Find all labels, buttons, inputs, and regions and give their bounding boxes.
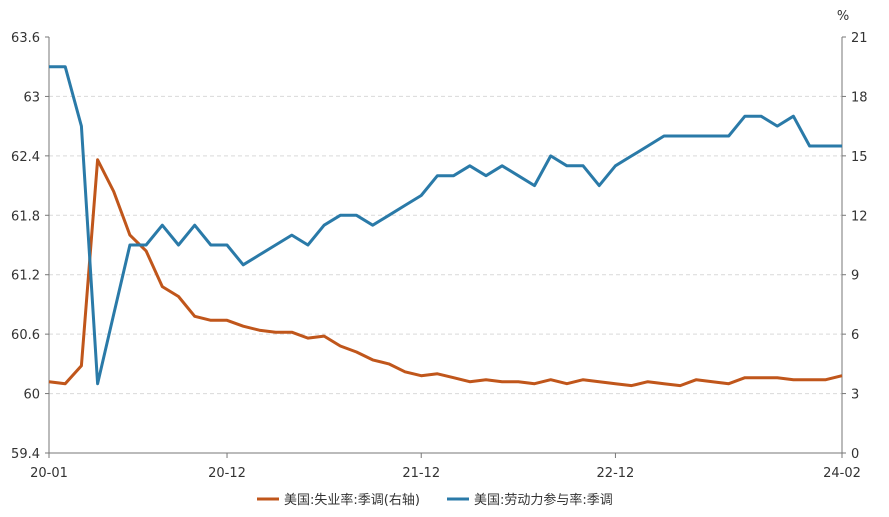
left-y-axis: 63.6 63 62.4 61.8 61.2 60.6 60 59.4 (11, 31, 49, 462)
right-axis-unit: % (837, 9, 849, 24)
left-tick-label: 63.6 (11, 31, 40, 46)
right-y-axis: 21 18 15 12 9 6 3 0 (842, 31, 868, 462)
legend-label-unemployment: 美国:失业率:季调(右轴) (284, 492, 420, 508)
x-tick-label: 21-12 (402, 466, 440, 481)
series-line-unemployment (48, 158, 843, 388)
series-lines (48, 65, 843, 388)
left-tick-label: 60 (23, 388, 40, 403)
series-line-participation (49, 65, 842, 386)
grid-lines (49, 95, 842, 395)
left-tick-label: 61.2 (11, 269, 40, 284)
right-tick-label: 18 (851, 90, 868, 105)
x-tick-label: 20-12 (208, 466, 246, 481)
axes (48, 37, 843, 454)
left-tick-label: 59.4 (11, 447, 40, 462)
x-tick-label: 22-12 (597, 466, 635, 481)
left-tick-label: 61.8 (11, 209, 40, 224)
x-axis: 20-01 20-12 21-12 22-12 24-02 (30, 453, 861, 481)
right-tick-label: 3 (851, 388, 859, 403)
right-tick-label: 6 (851, 328, 859, 343)
x-tick-label: 24-02 (823, 466, 861, 481)
right-tick-label: 0 (851, 447, 859, 462)
left-tick-label: 63 (23, 90, 40, 105)
left-tick-label: 62.4 (11, 150, 40, 165)
legend-label-participation: 美国:劳动力参与率:季调 (474, 492, 613, 508)
right-tick-label: 15 (851, 150, 868, 165)
right-tick-label: 12 (851, 209, 868, 224)
left-tick-label: 60.6 (11, 328, 40, 343)
right-tick-label: 9 (851, 269, 859, 284)
legend: 美国:失业率:季调(右轴) 美国:劳动力参与率:季调 (257, 492, 613, 508)
x-tick-label: 20-01 (30, 466, 68, 481)
right-tick-label: 21 (851, 31, 868, 46)
